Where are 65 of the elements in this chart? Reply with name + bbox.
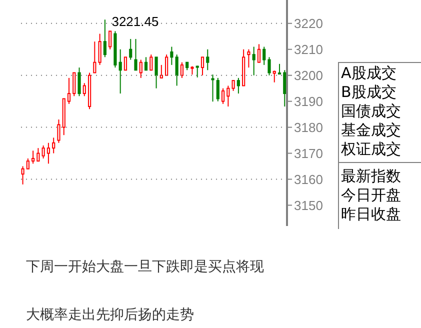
candlestick [232, 80, 235, 92]
candlestick [226, 85, 230, 108]
candlestick [211, 74, 214, 102]
text: 基金成交 [341, 121, 401, 139]
candlestick [42, 144, 45, 159]
candlestick [144, 56, 148, 71]
candlestick [36, 148, 40, 162]
candlestick [139, 59, 142, 78]
candlestick [154, 56, 158, 89]
candlestick [170, 46, 174, 66]
candlestick [134, 38, 138, 71]
candlestick [103, 19, 106, 58]
candlestick [221, 88, 225, 104]
y-tick-label: 3180 [294, 120, 323, 135]
candlestick [160, 64, 163, 78]
candlestick [72, 72, 76, 97]
candlestick [46, 142, 50, 164]
candlestick [216, 77, 220, 102]
text: 今日开盘 [341, 186, 401, 204]
candlestick [52, 137, 56, 154]
candlestick [93, 41, 96, 74]
candlestick [200, 56, 204, 76]
candlestick [67, 77, 71, 104]
candlestick [150, 54, 153, 71]
candlestick [272, 70, 276, 83]
text: 国债成交 [341, 102, 401, 120]
candlestick [206, 48, 210, 71]
candlestick [98, 33, 102, 66]
annotation: 3221.45 [112, 14, 159, 30]
y-tick-label: 3160 [294, 172, 323, 187]
text: 大概率走出先抑后扬的走势 [26, 306, 194, 324]
candlestick [57, 118, 60, 144]
candlestick [124, 56, 128, 71]
candlestick [236, 77, 240, 94]
y-tick-label: 3190 [294, 94, 323, 109]
text: 权证成交 [341, 140, 401, 158]
text: 最新指数 [341, 167, 401, 185]
candlestick [175, 54, 178, 86]
text: 昨日收盘 [341, 205, 401, 223]
candlestick [165, 54, 168, 76]
candlestick [268, 56, 271, 76]
text: B股成交 [341, 83, 396, 101]
y-tick-label: 3200 [294, 68, 323, 83]
candlestick [118, 48, 122, 94]
candlestick [262, 46, 266, 66]
y-tick-label: 3150 [294, 198, 323, 213]
candlestick [196, 65, 199, 78]
candlestick [278, 63, 282, 75]
candlestick [78, 67, 81, 97]
candlestick [26, 158, 30, 170]
text: A股成交 [341, 64, 396, 82]
candlestick [108, 30, 112, 50]
candlestick [129, 38, 132, 60]
candlestick [283, 70, 286, 108]
candlestick [21, 166, 24, 185]
y-tick-label: 3210 [294, 42, 323, 57]
text: 下周一开始大盘一旦下跌即是买点将现 [26, 258, 264, 276]
candlestick [247, 48, 250, 68]
candlestick [82, 82, 86, 97]
candlestick [252, 46, 256, 76]
candlestick [180, 62, 184, 78]
y-tick-label: 3220 [294, 16, 323, 31]
y-tick-label: 3170 [294, 146, 323, 161]
candlestick [32, 150, 35, 164]
candlestick [257, 44, 261, 63]
